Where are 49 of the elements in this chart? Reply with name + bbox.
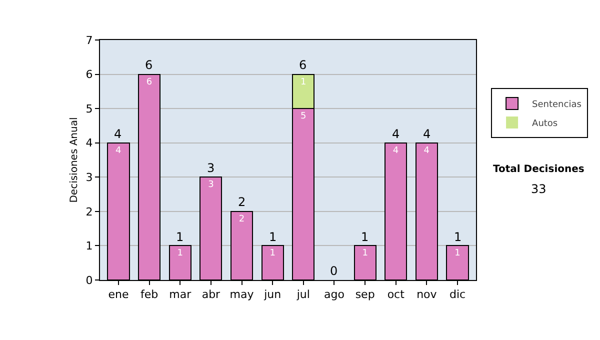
total-label: 4 xyxy=(392,127,400,141)
data-label: 1 xyxy=(300,77,306,88)
y-tick-label: 3 xyxy=(86,170,93,184)
total-label: 6 xyxy=(145,58,153,72)
data-label: 1 xyxy=(177,248,183,259)
data-label: 4 xyxy=(424,146,430,156)
total-label: 0 xyxy=(330,264,338,278)
y-tick-label: 1 xyxy=(86,240,93,253)
x-tick-label: may xyxy=(230,288,254,302)
y-tick-label: 6 xyxy=(86,68,93,82)
x-tick-label: nov xyxy=(416,288,438,302)
total-label: 1 xyxy=(454,230,462,244)
y-tick-label: 0 xyxy=(86,274,93,287)
total-label: 4 xyxy=(423,127,431,141)
x-tick-label: abr xyxy=(202,288,221,302)
data-label: 4 xyxy=(392,146,399,156)
data-label: 2 xyxy=(238,214,245,224)
y-tick-label: 7 xyxy=(86,34,93,47)
data-label: 4 xyxy=(115,146,122,156)
total-label: 1 xyxy=(176,230,184,244)
x-tick-label: ago xyxy=(324,288,345,302)
data-label: 3 xyxy=(208,180,214,190)
text: Total Decisiones xyxy=(493,164,584,175)
total-label: 2 xyxy=(238,195,246,209)
x-tick-label: mar xyxy=(169,288,192,302)
total-label: 3 xyxy=(207,161,215,175)
data-label: 1 xyxy=(362,248,368,259)
y-axis-title: Decisiones Anual xyxy=(68,117,80,203)
x-tick-label: sep xyxy=(355,288,375,302)
y-tick-label: 4 xyxy=(86,136,93,150)
x-tick-label: oct xyxy=(387,288,406,302)
total-label: 4 xyxy=(114,127,122,141)
data-label: 1 xyxy=(454,248,460,259)
x-tick-label: jul xyxy=(296,288,310,302)
x-tick-label: feb xyxy=(140,288,158,302)
x-tick-label: dic xyxy=(449,288,466,302)
y-tick-label: 2 xyxy=(86,205,93,218)
x-tick-label: ene xyxy=(108,288,129,302)
text: 33 xyxy=(531,182,546,196)
total-label: 1 xyxy=(269,230,277,244)
legend-label: Autos xyxy=(532,119,558,130)
x-tick-label: jun xyxy=(263,288,282,302)
data-label: 5 xyxy=(300,112,306,122)
data-label: 6 xyxy=(146,77,152,88)
data-label: 1 xyxy=(270,248,276,259)
legend-label: Sentencias xyxy=(532,100,582,110)
total-label: 1 xyxy=(361,230,369,244)
y-tick-label: 5 xyxy=(86,102,93,116)
total-label: 6 xyxy=(299,58,307,72)
